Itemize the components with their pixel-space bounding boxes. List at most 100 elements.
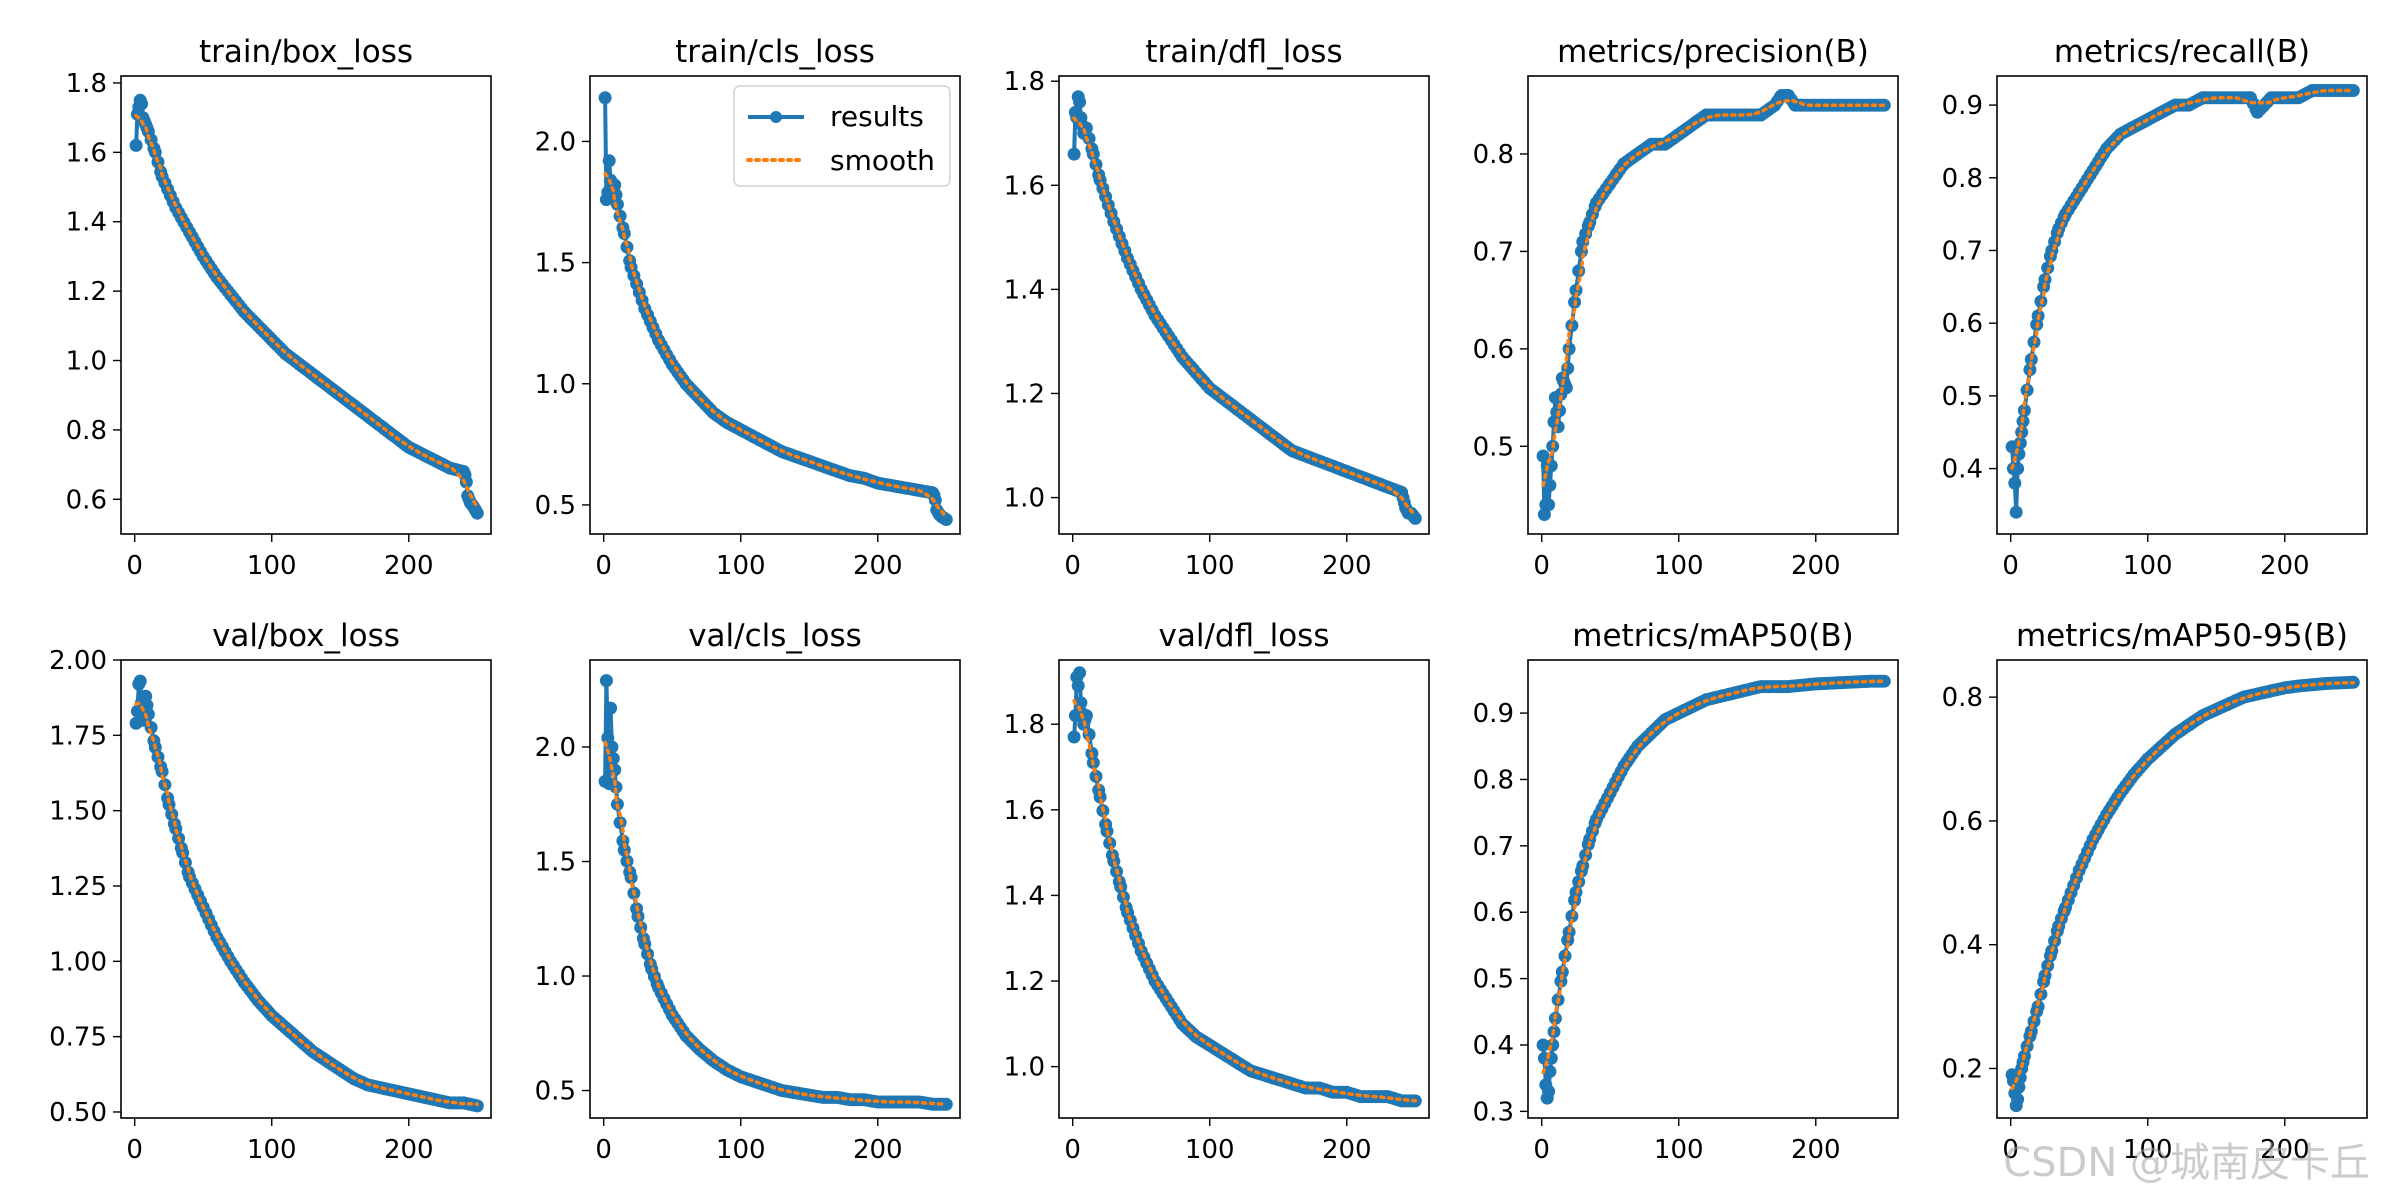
results-line [2010,680,2354,1108]
results-point [939,513,953,526]
x-tick-label: 200 [384,551,434,581]
subplot-train-dfl-loss: train/dfl_loss 0 100 200 1.0 1.2 1.4 1.6 1.8 [1004,34,1430,581]
x-tick-label: 0 [126,551,143,581]
y-tick-label: 1.00 [49,947,107,977]
y-tick-label: 1.25 [49,872,107,902]
results-line [2010,88,2354,515]
subplot-metrics-recall-b-: metrics/recall(B) 0 100 200 0.4 0.5 0.6 0.7 0.8 0… [1942,34,2368,581]
y-tick-label: 1.0 [66,347,107,377]
x-tick-label: 200 [1322,551,1372,581]
smooth-line [1541,98,1887,488]
x-tick-label: 0 [1533,551,1550,581]
x-tick-label: 0 [126,1135,143,1165]
results-point [470,506,484,520]
results-point [1542,1084,1556,1098]
smooth-line [2010,88,2356,470]
results-point [1543,478,1557,492]
results-point [1067,147,1081,161]
x-tick-label: 0 [2002,551,2019,581]
results-point [1071,679,1085,693]
y-tick-label: 0.8 [1942,683,1983,713]
y-tick-label: 1.6 [66,138,107,168]
y-tick-label: 2.0 [535,733,576,763]
smooth-line [134,701,480,1106]
y-tick-label: 1.50 [49,797,107,827]
x-tick-label: 0 [2002,1135,2019,1165]
results-point [1536,1038,1550,1052]
subplot-title: metrics/mAP50-95(B) [2016,618,2348,654]
subplot-val-cls-loss: val/cls_loss 0 100 200 0.5 1.0 1.5 2.0 [535,618,961,1165]
results-point [1093,790,1107,804]
results-point [1537,508,1551,521]
y-tick-label: 2.00 [49,646,107,676]
subplot-metrics-map50-95-b-: metrics/mAP50-95(B) 0 100 200 0.2 0.4 0.6 0.8 [1942,618,2368,1165]
y-tick-label: 0.4 [1473,1031,1514,1061]
results-point [2011,1092,2025,1106]
subplot-title: val/dfl_loss [1159,618,1330,654]
results-point [1408,511,1422,525]
results-point [1543,1065,1557,1078]
x-tick-label: 0 [595,551,612,581]
results-point [1067,730,1081,744]
y-tick-label: 1.0 [1004,1053,1045,1083]
y-tick-label: 1.5 [535,848,576,878]
y-tick-label: 1.0 [535,962,576,992]
x-tick-label: 0 [595,1135,612,1165]
y-tick-label: 1.2 [1004,379,1045,409]
y-tick-label: 1.4 [66,208,107,238]
axes-frame [1058,75,1430,535]
x-tick-label: 100 [716,1135,766,1165]
results-point [133,674,147,688]
y-tick-label: 0.7 [1473,237,1514,267]
subplot-title: metrics/recall(B) [2054,34,2310,70]
csdn-watermark: CSDN @城南皮卡丘 [2003,1140,2370,1186]
results-line [1072,94,1417,520]
x-tick-label: 100 [2123,551,2173,581]
subplot-title: val/box_loss [212,618,400,654]
y-tick-label: 0.5 [1942,382,1983,412]
y-tick-label: 0.5 [535,491,576,521]
y-tick-label: 1.8 [66,69,107,99]
x-tick-label: 100 [1185,551,1235,581]
subplot-val-dfl-loss: val/dfl_loss 0 100 200 1.0 1.2 1.4 1.6 1.8 [1004,618,1430,1165]
results-point [1536,449,1550,463]
y-tick-label: 0.50 [49,1098,107,1128]
results-point [939,1097,953,1111]
results-point [129,138,143,152]
x-tick-label: 200 [2260,1135,2310,1165]
x-tick-label: 100 [1185,1135,1235,1165]
x-tick-label: 200 [853,1135,903,1165]
results-point [1082,132,1096,145]
y-tick-label: 1.4 [1004,881,1045,911]
axes-frame [1058,659,1430,1119]
smooth-line [2010,680,2356,1091]
y-tick-label: 0.7 [1942,236,1983,266]
subplot-metrics-precision-b-: metrics/precision(B) 0 100 200 0.5 0.6 0.7 0.8 [1473,34,1899,581]
axes-frame [1527,659,1899,1119]
y-tick-label: 0.5 [1473,965,1514,995]
results-point [2009,505,2023,519]
subplot-title: metrics/mAP50(B) [1572,618,1853,654]
x-tick-label: 100 [247,551,297,581]
results-point [135,97,149,111]
y-tick-label: 1.2 [66,277,107,307]
results-point [609,780,623,794]
axes-frame [589,75,961,535]
smooth-line [1072,116,1418,517]
results-point [610,197,624,211]
smooth-line [1072,698,1418,1103]
results-point [599,674,613,688]
results-point [2031,1000,2045,1014]
x-tick-label: 100 [2123,1135,2173,1165]
results-point [604,701,618,715]
results-point [602,154,616,168]
y-tick-label: 0.6 [1942,807,1983,837]
axes-frame [1996,659,2368,1119]
results-point [1542,498,1556,512]
subplot-title: metrics/precision(B) [1557,34,1869,70]
x-tick-label: 200 [2260,551,2310,581]
axes-frame [120,75,492,535]
x-tick-label: 100 [716,551,766,581]
legend-results-marker [770,111,782,123]
